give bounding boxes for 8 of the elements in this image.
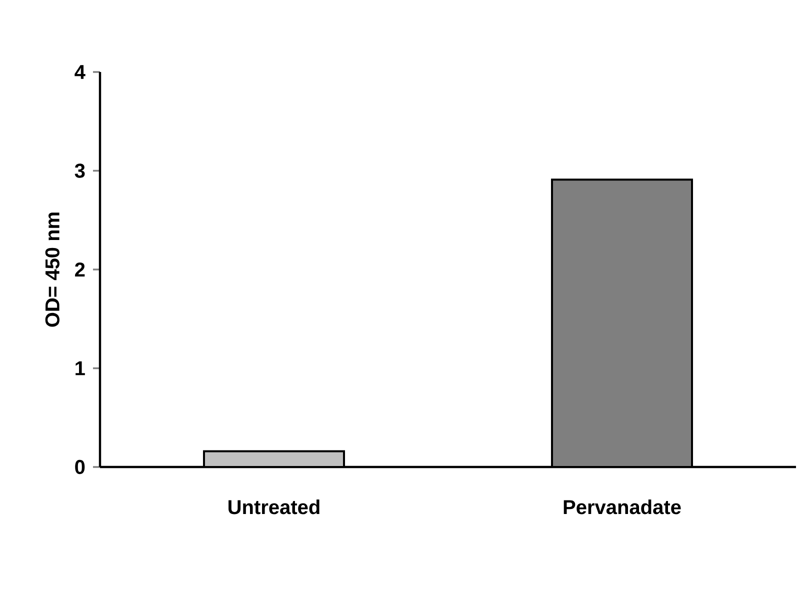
x-tick-label: Untreated — [228, 500, 320, 514]
y-tick-label: 0 — [75, 460, 85, 474]
y-tick-label: 2 — [75, 262, 85, 276]
y-axis-title: OD= 450 nm — [45, 212, 60, 327]
y-tick-label: 3 — [74, 164, 85, 178]
y-tick-label: 1 — [76, 361, 85, 376]
y-tick-label: 4 — [74, 65, 86, 79]
x-tick-label: Pervanadate — [564, 500, 681, 514]
